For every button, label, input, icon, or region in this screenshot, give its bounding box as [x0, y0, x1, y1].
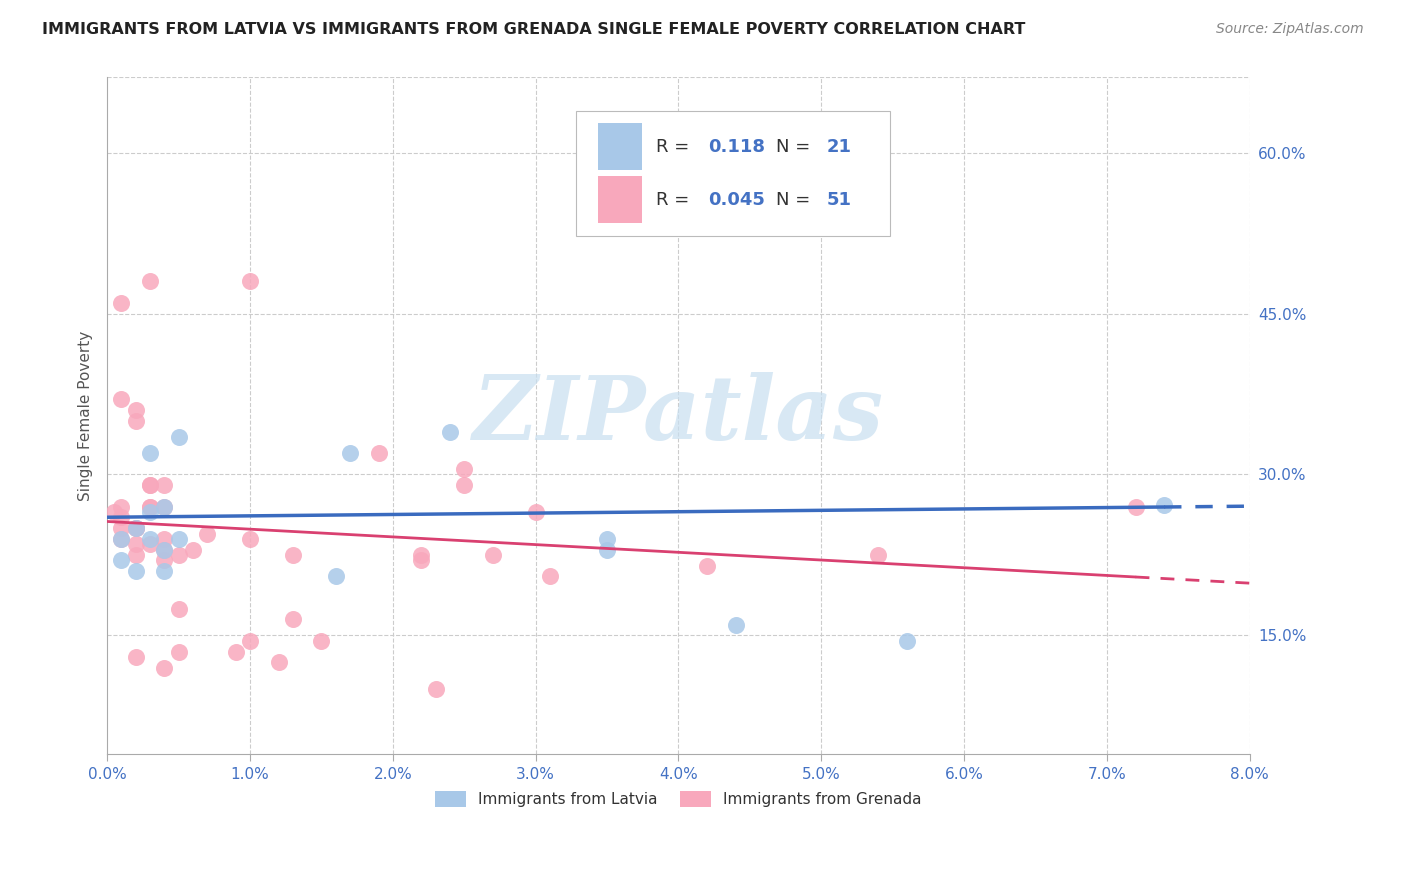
Point — [139, 500, 162, 514]
Point — [125, 521, 148, 535]
Point — [110, 532, 132, 546]
Point — [153, 542, 176, 557]
Point — [125, 537, 148, 551]
Point — [638, 178, 661, 192]
Point — [110, 500, 132, 514]
Point — [110, 392, 132, 407]
Text: N =: N = — [776, 137, 810, 155]
Point — [181, 542, 204, 557]
FancyBboxPatch shape — [575, 112, 890, 236]
Point — [153, 500, 176, 514]
Text: N =: N = — [776, 191, 810, 209]
Point — [524, 505, 547, 519]
Point — [125, 521, 148, 535]
Point — [596, 532, 619, 546]
Point — [1125, 500, 1147, 514]
Point — [103, 505, 125, 519]
Point — [411, 548, 433, 562]
Point — [153, 478, 176, 492]
Point — [425, 682, 447, 697]
Point — [110, 295, 132, 310]
Text: 51: 51 — [827, 191, 852, 209]
Point — [1153, 498, 1175, 512]
Point — [167, 430, 190, 444]
Text: Source: ZipAtlas.com: Source: ZipAtlas.com — [1216, 22, 1364, 37]
Point — [411, 553, 433, 567]
Point — [453, 462, 475, 476]
Point — [139, 478, 162, 492]
Point — [110, 553, 132, 567]
Point — [139, 532, 162, 546]
Legend: Immigrants from Latvia, Immigrants from Grenada: Immigrants from Latvia, Immigrants from … — [429, 785, 928, 814]
Point — [110, 510, 132, 524]
Point — [724, 617, 747, 632]
Point — [167, 548, 190, 562]
Point — [125, 521, 148, 535]
Point — [538, 569, 561, 583]
FancyBboxPatch shape — [599, 176, 643, 224]
FancyBboxPatch shape — [599, 123, 643, 170]
Text: ZIPatlas: ZIPatlas — [472, 372, 884, 458]
Point — [153, 542, 176, 557]
Point — [311, 633, 333, 648]
Point — [439, 425, 461, 439]
Point — [125, 414, 148, 428]
Point — [167, 601, 190, 615]
Point — [868, 548, 890, 562]
Text: IMMIGRANTS FROM LATVIA VS IMMIGRANTS FROM GRENADA SINGLE FEMALE POVERTY CORRELAT: IMMIGRANTS FROM LATVIA VS IMMIGRANTS FRO… — [42, 22, 1025, 37]
Point — [267, 655, 290, 669]
Point — [110, 532, 132, 546]
Point — [153, 564, 176, 578]
Point — [239, 532, 262, 546]
Y-axis label: Single Female Poverty: Single Female Poverty — [79, 330, 93, 500]
Point — [367, 446, 389, 460]
Point — [153, 500, 176, 514]
Text: R =: R = — [655, 137, 689, 155]
Point — [281, 612, 304, 626]
Point — [896, 633, 918, 648]
Point — [153, 661, 176, 675]
Point — [696, 558, 718, 573]
Point — [139, 446, 162, 460]
Text: 21: 21 — [827, 137, 852, 155]
Point — [453, 478, 475, 492]
Point — [325, 569, 347, 583]
Point — [139, 500, 162, 514]
Point — [167, 644, 190, 658]
Point — [125, 403, 148, 417]
Point — [125, 548, 148, 562]
Text: R =: R = — [655, 191, 689, 209]
Text: 0.118: 0.118 — [709, 137, 765, 155]
Point — [125, 649, 148, 664]
Point — [125, 564, 148, 578]
Point — [225, 644, 247, 658]
Point — [239, 274, 262, 288]
Point — [153, 532, 176, 546]
Point — [481, 548, 503, 562]
Point — [195, 526, 218, 541]
Point — [239, 633, 262, 648]
Point — [281, 548, 304, 562]
Point — [139, 505, 162, 519]
Point — [139, 537, 162, 551]
Point — [339, 446, 361, 460]
Point — [596, 542, 619, 557]
Point — [110, 521, 132, 535]
Point — [139, 274, 162, 288]
Point — [153, 553, 176, 567]
Text: 0.045: 0.045 — [709, 191, 765, 209]
Point — [139, 478, 162, 492]
Point — [167, 532, 190, 546]
